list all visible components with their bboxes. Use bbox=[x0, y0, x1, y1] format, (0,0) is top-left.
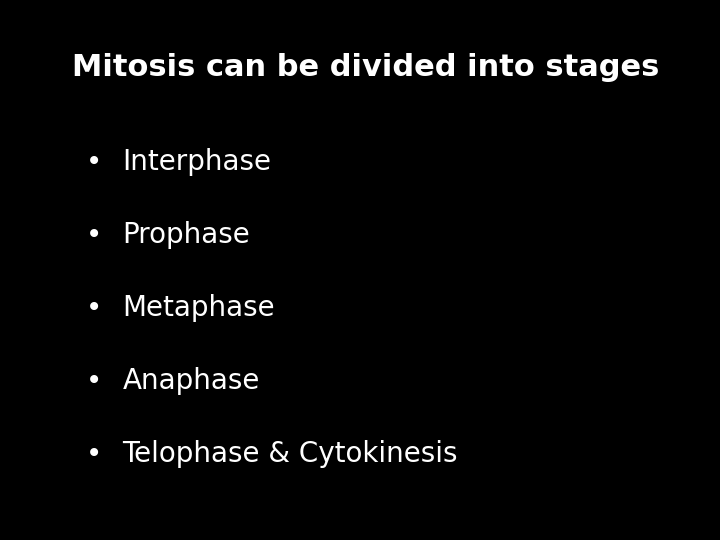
Text: Prophase: Prophase bbox=[122, 221, 250, 249]
Text: •: • bbox=[86, 221, 102, 249]
Text: •: • bbox=[86, 148, 102, 176]
Text: Metaphase: Metaphase bbox=[122, 294, 275, 322]
Text: Interphase: Interphase bbox=[122, 148, 271, 176]
Text: •: • bbox=[86, 367, 102, 395]
Text: •: • bbox=[86, 294, 102, 322]
Text: •: • bbox=[86, 440, 102, 468]
Text: Mitosis can be divided into stages: Mitosis can be divided into stages bbox=[72, 53, 660, 82]
Text: Anaphase: Anaphase bbox=[122, 367, 260, 395]
Text: Telophase & Cytokinesis: Telophase & Cytokinesis bbox=[122, 440, 458, 468]
